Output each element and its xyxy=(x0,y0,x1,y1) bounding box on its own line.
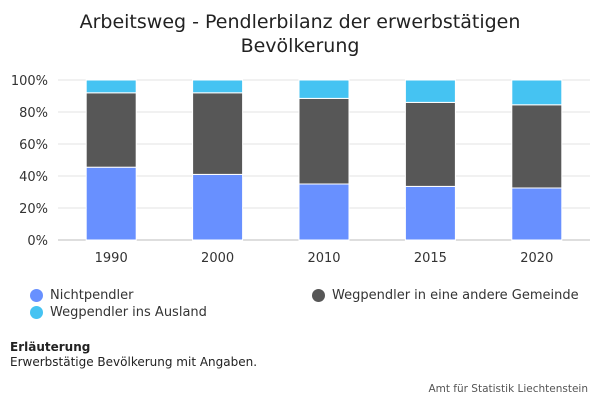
legend-dot-icon xyxy=(30,306,43,319)
note-title: Erläuterung xyxy=(10,340,91,354)
y-tick-label: 20% xyxy=(19,202,48,217)
x-tick-label: 2000 xyxy=(201,251,234,266)
bar-segment-2015-2[interactable] xyxy=(404,79,456,103)
bar-segment-1990-0[interactable] xyxy=(85,166,137,241)
legend-dot-icon xyxy=(30,289,43,302)
y-tick-label: 80% xyxy=(19,106,48,121)
chart-title: Arbeitsweg - Pendlerbilanz der erwerbstä… xyxy=(80,11,521,57)
chart-title-line: Bevölkerung xyxy=(241,35,360,57)
bar-segment-1990-1[interactable] xyxy=(85,92,137,168)
source-credit: Amt für Statistik Liechtenstein xyxy=(428,383,588,395)
y-tick-label: 0% xyxy=(27,234,48,249)
bar-segment-2010-0[interactable] xyxy=(298,183,350,241)
legend-dot-icon xyxy=(312,289,325,302)
x-tick-label: 2015 xyxy=(414,251,447,266)
bar-segment-2015-1[interactable] xyxy=(404,101,456,187)
y-tick-label: 40% xyxy=(19,170,48,185)
legend-label: Wegpendler ins Ausland xyxy=(50,305,207,320)
bar-segment-2000-1[interactable] xyxy=(192,92,244,175)
bar-segment-1990-2[interactable] xyxy=(85,79,137,94)
legend-label: Nichtpendler xyxy=(50,288,134,303)
note-text: Erwerbstätige Bevölkerung mit Angaben. xyxy=(10,355,258,369)
y-tick-label: 60% xyxy=(19,138,48,153)
bar-segment-2020-2[interactable] xyxy=(511,79,563,106)
x-tick-label: 2020 xyxy=(520,251,553,266)
bar-segment-2020-0[interactable] xyxy=(511,187,563,241)
bar-segment-2010-1[interactable] xyxy=(298,97,350,185)
bar-segment-2015-0[interactable] xyxy=(404,185,456,241)
x-axis: 1990 2000 2010 2015 2020 xyxy=(95,251,554,266)
legend-item-wegpendler-ausland[interactable]: Wegpendler ins Ausland xyxy=(30,305,207,320)
legend-item-nichtpendler[interactable]: Nichtpendler xyxy=(30,288,134,303)
legend-label: Wegpendler in eine andere Gemeinde xyxy=(332,288,579,303)
bar-segment-2000-0[interactable] xyxy=(192,173,244,241)
bar-segment-2010-2[interactable] xyxy=(298,79,350,99)
bar-segment-2000-2[interactable] xyxy=(192,79,244,94)
chart-title-line: Arbeitsweg - Pendlerbilanz der erwerbstä… xyxy=(80,11,521,33)
x-tick-label: 1990 xyxy=(95,251,128,266)
y-axis: 0% 20% 40% 60% 80% 100% xyxy=(11,74,48,249)
bar-segment-2020-1[interactable] xyxy=(511,104,563,189)
y-tick-label: 100% xyxy=(11,74,48,89)
legend-item-wegpendler-gemeinde[interactable]: Wegpendler in eine andere Gemeinde xyxy=(312,288,579,303)
x-tick-label: 2010 xyxy=(307,251,340,266)
bars xyxy=(85,79,563,241)
